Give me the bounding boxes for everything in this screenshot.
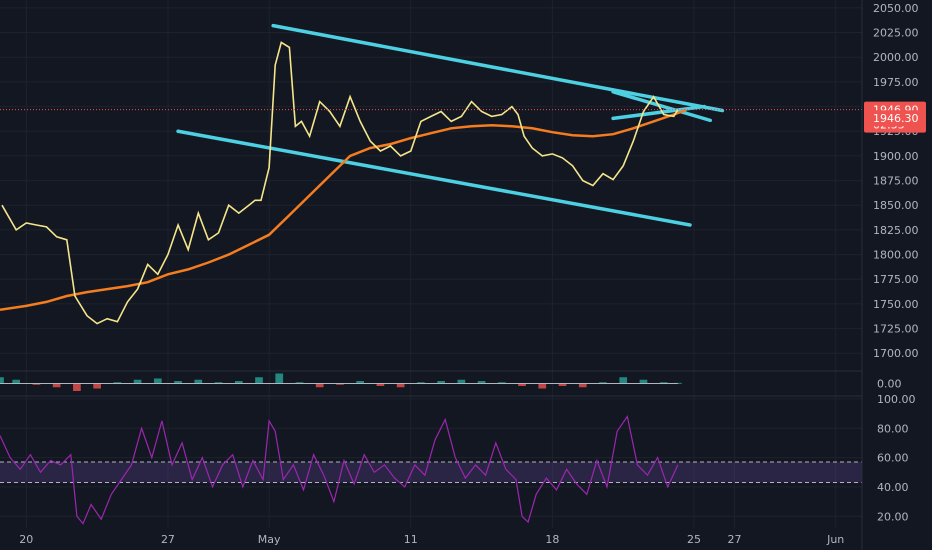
macd-histogram-bar (659, 382, 668, 384)
macd-histogram-bar (275, 373, 284, 384)
trendline-0[interactable] (271, 23, 725, 113)
macd-histogram-bar (214, 382, 223, 384)
macd-histogram-bar (619, 377, 628, 384)
time-tick-label: 27 (728, 533, 742, 546)
macd-histogram-bar (315, 383, 324, 388)
price-tick-label: 1750.00 (873, 298, 919, 311)
price-tick-label: 2025.00 (873, 27, 919, 40)
macd-histogram-bar (376, 383, 385, 386)
price-panel[interactable] (0, 23, 862, 325)
macd-histogram-bar (497, 382, 506, 384)
grid (0, 0, 862, 528)
macd-histogram-bar (133, 379, 142, 384)
time-tick-label: Jun (826, 533, 844, 546)
macd-histogram-bar (437, 381, 445, 384)
rsi-line (0, 415, 679, 525)
macd-histogram-bar (93, 383, 101, 389)
price-tick-label: 2000.00 (873, 51, 919, 64)
macd-histogram-bar (153, 378, 162, 384)
macd-histogram-bar (477, 381, 486, 384)
macd-histogram-bar (113, 382, 122, 384)
price-tick-label: 1775.00 (873, 273, 919, 286)
time-tick-label: May (258, 533, 281, 546)
macd-histogram-bar (174, 381, 182, 384)
macd-histogram-bar (538, 383, 547, 389)
macd-histogram-bar (457, 379, 466, 384)
price-axis[interactable]: 2050.002025.002000.001975.001950.001925.… (873, 2, 919, 360)
macd-histogram-bar (12, 379, 21, 384)
macd-histogram-bar (234, 381, 243, 384)
macd-histogram-bar (396, 383, 405, 388)
price-tick-label: 1850.00 (873, 199, 919, 212)
macd-tick-label: 0.00 (877, 378, 902, 391)
moving-average-line (0, 109, 687, 312)
macd-histogram-bar (578, 383, 587, 388)
price-tick-label: 1975.00 (873, 76, 919, 89)
macd-histogram-bar (558, 383, 567, 386)
price-tags: 1946.90 02:55 19 1946.30 (864, 101, 926, 133)
rsi-tick-label: 80.00 (877, 422, 909, 435)
macd-histogram-bar (518, 383, 526, 386)
rsi-band (0, 462, 862, 483)
time-tick-label: 18 (545, 533, 559, 546)
price-tick-label: 1800.00 (873, 249, 919, 262)
macd-histogram-bar (32, 383, 41, 385)
rsi-tick-label: 100.00 (877, 393, 916, 406)
trendline-3[interactable] (611, 104, 706, 121)
time-tick-label: 20 (19, 533, 33, 546)
macd-histogram-bar (255, 377, 263, 384)
macd-histogram-bar (356, 381, 365, 384)
price-tick-label: 1700.00 (873, 347, 919, 360)
macd-histogram-bar (295, 382, 304, 384)
rsi-axis[interactable]: 100.00 80.00 60.00 40.00 20.00 (877, 393, 916, 523)
trendline-1[interactable] (176, 129, 692, 227)
macd-panel[interactable] (0, 373, 682, 392)
rsi-tick-label: 20.00 (877, 510, 909, 523)
price-tick-label: 2050.00 (873, 2, 919, 15)
macd-histogram-bar (417, 382, 425, 384)
price-line (1, 41, 679, 325)
moving-average-tag-text: 1946.30 (873, 112, 919, 125)
macd-histogram-bar (73, 383, 81, 391)
time-tick-label: 27 (161, 533, 175, 546)
macd-histogram-bar (599, 382, 607, 384)
macd-histogram-bar (336, 383, 344, 385)
time-tick-label: 11 (404, 533, 418, 546)
rsi-tick-label: 60.00 (877, 452, 909, 465)
macd-histogram-bar (194, 379, 203, 384)
price-tick-label: 1875.00 (873, 175, 919, 188)
time-axis[interactable]: 20 27 May 11 18 25 27 Jun (19, 533, 844, 546)
moving-average-tag (864, 110, 926, 127)
price-tick-label: 1825.00 (873, 224, 919, 237)
rsi-panel[interactable] (0, 415, 862, 525)
price-tick-label: 1900.00 (873, 150, 919, 163)
macd-axis[interactable]: 0.00 (877, 378, 902, 391)
price-tick-label: 1725.00 (873, 323, 919, 336)
rsi-tick-label: 40.00 (877, 481, 909, 494)
macd-histogram-bar (52, 383, 61, 388)
macd-histogram-bar (0, 377, 4, 384)
trendline-2[interactable] (611, 90, 712, 123)
macd-histogram-bar (639, 379, 648, 384)
trendlines[interactable] (176, 23, 725, 227)
time-tick-label: 25 (687, 533, 701, 546)
